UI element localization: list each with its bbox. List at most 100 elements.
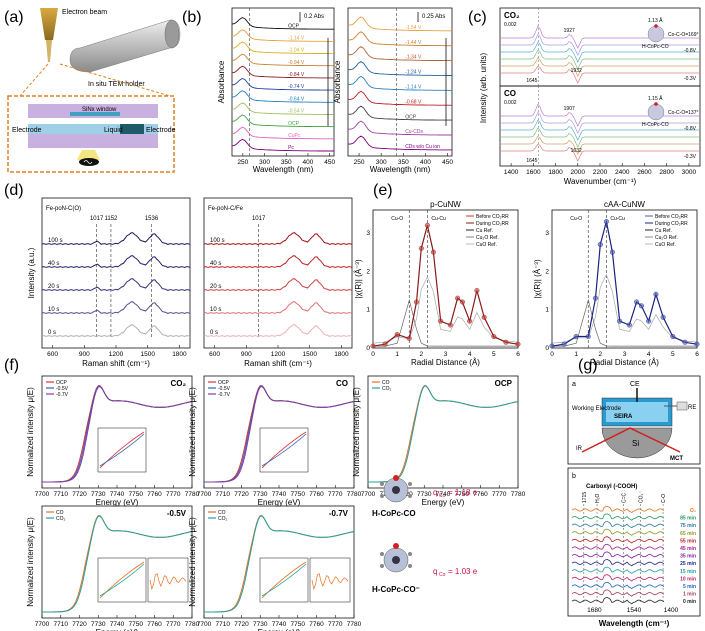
g-band-label: 1715	[582, 492, 588, 503]
c-ylabel: Intensity (arb. units)	[479, 53, 488, 124]
panel-label-g: (g)	[578, 357, 598, 374]
e-data-point	[414, 299, 420, 305]
f-xtick-label: 7740	[110, 491, 125, 498]
g-time-label: 55 min	[680, 538, 696, 544]
c-bond-length: 1.15 Å	[648, 95, 663, 102]
b-ylabel: Absorbance	[217, 60, 226, 103]
g-time-label: 75 min	[680, 523, 696, 529]
e-data-point	[430, 249, 436, 255]
detector-beam	[77, 150, 100, 160]
b-series-label: OCP	[405, 114, 417, 120]
c-xtick-label: 1800	[548, 169, 563, 176]
e-data-point	[682, 339, 688, 345]
g-band-label: CO₂⁻	[639, 491, 645, 503]
c-series-line	[500, 103, 700, 127]
structure-1	[380, 475, 412, 503]
b-series-label: -0.64 V	[288, 96, 305, 102]
b-series-line	[347, 31, 452, 47]
g-time-label: 1 min	[683, 592, 696, 598]
d-xtick-label: 600	[209, 351, 220, 358]
e-xtick-label: 6	[695, 351, 699, 358]
e-data-point	[660, 314, 666, 320]
panel-d-plot-1: Fe-poN-C(O) 1017 1152 1536 100 s 40 s 20 s 10 s…	[27, 197, 191, 368]
b-series-line	[347, 75, 452, 91]
c-xtick-label: 2400	[615, 169, 630, 176]
e-legend-label: Cu₂O Ref.	[476, 235, 499, 241]
e-data-point	[491, 334, 497, 340]
panel-b-plot-1: OCP -1.14 V -1.04 V -0.94 V -0.84 V -0.74 V -0…	[217, 7, 335, 174]
f-xtick-label: 7750	[129, 621, 144, 628]
g-time-label: 35 min	[680, 554, 696, 560]
panel-g-diagram: a CE RE Working Electrode SEIRA Si IR MC…	[567, 375, 701, 465]
c-peak-3: 1632	[571, 148, 582, 154]
e-data-point	[573, 334, 579, 340]
c-series-line	[500, 65, 700, 84]
b-xtick-label: 400	[303, 159, 314, 166]
g-time-label: 65 min	[680, 531, 696, 537]
b-series-line	[231, 102, 334, 115]
e-ytick-label: 0	[545, 345, 549, 352]
b-series-line	[347, 120, 452, 136]
d-time-label: 100 s	[48, 238, 63, 244]
c-series-line	[500, 111, 700, 134]
e-annotation: Cu-O	[570, 216, 582, 222]
label-ir: IR	[576, 446, 583, 452]
label-electron-beam: Electron beam	[62, 9, 107, 16]
e-data-point	[694, 341, 700, 347]
b-series-line	[347, 16, 452, 32]
f-xtick-label: 7770	[328, 621, 343, 628]
c-pot-low: -0.3V	[684, 76, 697, 82]
b-frame	[231, 7, 335, 157]
c-series-line	[500, 57, 700, 77]
f-series-line	[204, 515, 355, 613]
e-data-point	[626, 322, 632, 328]
label-sin-window: SiNx window	[82, 107, 117, 113]
f-xtick-label: 7750	[129, 491, 144, 498]
d-xlabel: Raman shift (cm⁻¹)	[244, 359, 312, 368]
b-series-label: Pc	[288, 145, 294, 151]
e-xtick-label: 5	[492, 351, 496, 358]
f-xtick-label: 7740	[272, 491, 287, 498]
d-series-line	[203, 324, 353, 338]
b-series-line	[347, 46, 452, 62]
b-series-line	[347, 105, 452, 121]
d-xtick-label: 600	[47, 351, 58, 358]
f-ylabel: Normalized intensity μ(E)	[188, 517, 197, 607]
c-molecule-name: H-CoPc-CO	[642, 44, 669, 50]
e-legend-label: During CO₂RR	[476, 221, 509, 227]
e-ref-curve	[551, 273, 698, 344]
c-xtick-label: 2800	[659, 169, 674, 176]
holder-end-shape	[164, 19, 180, 49]
b-scale-label: 0.2 Abs	[304, 14, 324, 20]
f-xtick-label: 7720	[234, 491, 249, 498]
f-xtick-label: 7780	[511, 491, 526, 498]
d-peak-label: 1536	[145, 216, 159, 222]
g-series-line	[571, 536, 665, 544]
f-inset	[97, 557, 147, 603]
zoom-lines	[19, 63, 171, 97]
c-molecule-icon	[647, 103, 665, 121]
f-xtick-label: 7700	[361, 491, 376, 498]
e-xtick-label: 3	[444, 351, 448, 358]
b-series-label: CDs w/o Cu ion	[405, 144, 440, 150]
d-series-line	[41, 301, 191, 315]
e-frame	[551, 209, 698, 349]
panel-label-a: (a)	[4, 9, 24, 26]
e-data-point	[597, 241, 603, 247]
c-bond-length: 1.13 Å	[648, 17, 663, 24]
f-ylabel: Normalized intensity μ(E)	[26, 387, 35, 477]
b-series-label: -0.84 V	[288, 72, 305, 78]
b-xtick-label: 350	[398, 159, 409, 166]
e-xtick-label: 3	[623, 351, 627, 358]
label-si: Si	[632, 439, 639, 448]
f-legend-label: OCP	[56, 380, 68, 386]
f-xtick-label: 7780	[185, 621, 200, 628]
f-legend-label: CO	[382, 380, 390, 386]
b-series-line	[347, 135, 452, 151]
e-ytick-label: 3	[545, 230, 549, 237]
f-xtick-label: 7720	[72, 491, 87, 498]
f-xtick-label: 7720	[234, 621, 249, 628]
d-xtick-label: 1500	[140, 351, 155, 358]
f-inset-line	[99, 563, 145, 597]
f-series-line	[42, 515, 193, 613]
